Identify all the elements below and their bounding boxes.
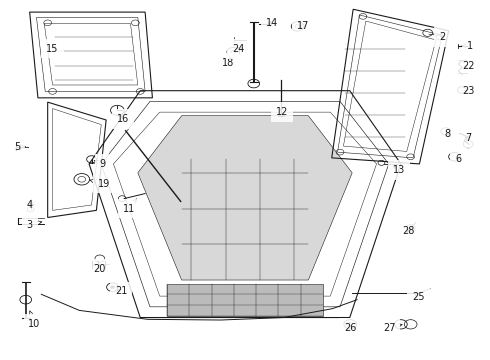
Text: 22: 22 bbox=[462, 62, 474, 71]
Circle shape bbox=[111, 286, 115, 289]
Polygon shape bbox=[138, 116, 352, 280]
Text: 1: 1 bbox=[462, 41, 473, 51]
Text: 28: 28 bbox=[402, 226, 415, 237]
Text: 4: 4 bbox=[26, 200, 33, 210]
Text: 15: 15 bbox=[47, 44, 59, 54]
Text: 2: 2 bbox=[439, 32, 445, 42]
Text: 12: 12 bbox=[276, 107, 288, 117]
Text: 20: 20 bbox=[94, 264, 106, 274]
Text: 10: 10 bbox=[28, 311, 41, 329]
Text: 19: 19 bbox=[90, 179, 110, 189]
Text: 9: 9 bbox=[95, 159, 106, 169]
Text: 6: 6 bbox=[455, 154, 462, 164]
Polygon shape bbox=[167, 284, 323, 316]
Text: 21: 21 bbox=[115, 287, 127, 296]
Text: 23: 23 bbox=[462, 86, 474, 96]
Text: 17: 17 bbox=[297, 21, 310, 31]
Text: 24: 24 bbox=[232, 44, 245, 54]
Text: 5: 5 bbox=[14, 142, 25, 152]
Text: 13: 13 bbox=[393, 165, 405, 175]
Text: 26: 26 bbox=[344, 323, 356, 333]
Text: 18: 18 bbox=[222, 58, 234, 68]
Text: 27: 27 bbox=[383, 323, 402, 333]
Text: 8: 8 bbox=[444, 129, 451, 139]
Text: 16: 16 bbox=[117, 114, 129, 124]
Text: 25: 25 bbox=[412, 292, 425, 302]
Text: 14: 14 bbox=[266, 18, 278, 28]
Text: 7: 7 bbox=[465, 133, 471, 143]
Text: 11: 11 bbox=[123, 199, 137, 213]
Text: 3: 3 bbox=[26, 220, 42, 230]
